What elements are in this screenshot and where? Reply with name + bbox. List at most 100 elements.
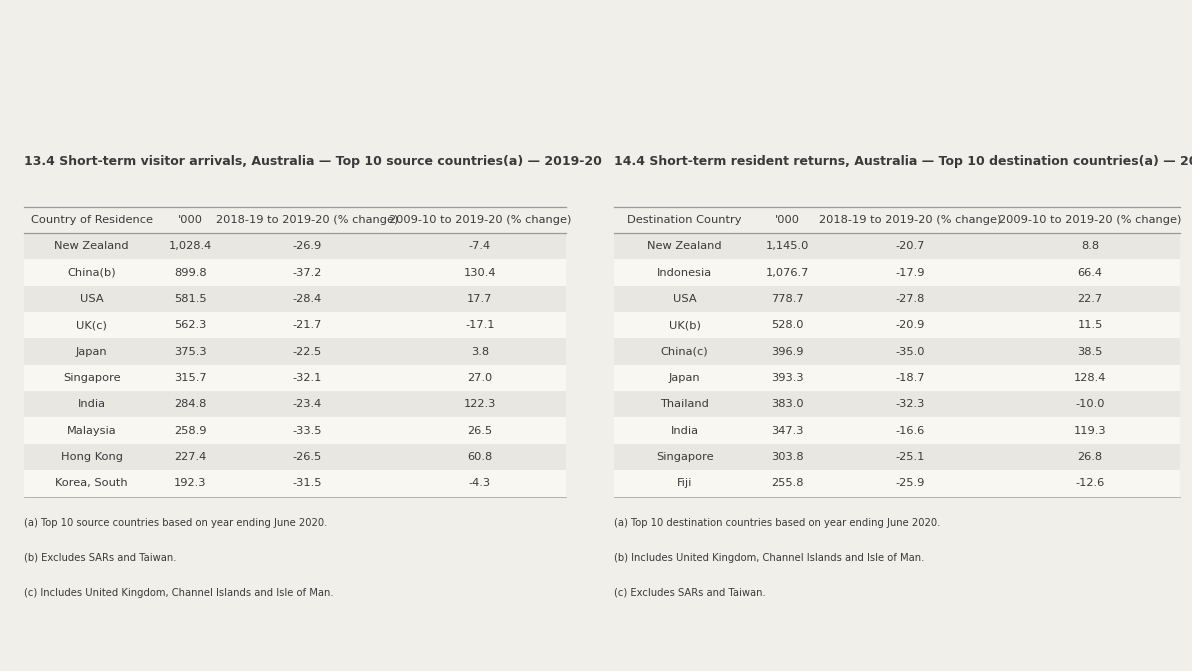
Bar — [24, 260, 566, 286]
Bar — [614, 391, 1180, 417]
Text: -20.9: -20.9 — [895, 320, 925, 330]
Text: 1,145.0: 1,145.0 — [766, 241, 809, 251]
Text: 17.7: 17.7 — [467, 294, 492, 304]
Text: -4.3: -4.3 — [468, 478, 491, 488]
Text: 258.9: 258.9 — [174, 425, 206, 435]
Text: India: India — [77, 399, 106, 409]
Bar — [24, 286, 566, 312]
Text: -23.4: -23.4 — [293, 399, 322, 409]
Text: 26.5: 26.5 — [467, 425, 492, 435]
Text: -32.1: -32.1 — [293, 373, 322, 383]
Text: -17.9: -17.9 — [895, 268, 925, 278]
Bar — [24, 444, 566, 470]
Text: -20.7: -20.7 — [895, 241, 925, 251]
Bar — [24, 338, 566, 365]
Text: -7.4: -7.4 — [468, 241, 491, 251]
Text: 128.4: 128.4 — [1074, 373, 1106, 383]
Text: 778.7: 778.7 — [771, 294, 803, 304]
Text: 2009-10 to 2019-20 (% change): 2009-10 to 2019-20 (% change) — [389, 215, 571, 225]
Bar — [614, 470, 1180, 497]
Text: Destination Country: Destination Country — [627, 215, 741, 225]
Text: 8.8: 8.8 — [1081, 241, 1099, 251]
Text: China(b): China(b) — [67, 268, 116, 278]
Text: UK(b): UK(b) — [669, 320, 701, 330]
Text: Country of Residence: Country of Residence — [31, 215, 153, 225]
Text: 14.4 Short-term resident returns, Australia — Top 10 destination countries(a) — : 14.4 Short-term resident returns, Austra… — [614, 154, 1192, 168]
Text: -25.1: -25.1 — [895, 452, 925, 462]
Bar — [24, 365, 566, 391]
Text: -31.5: -31.5 — [292, 478, 322, 488]
Text: 27.0: 27.0 — [467, 373, 492, 383]
Bar — [24, 312, 566, 338]
Text: -27.8: -27.8 — [895, 294, 925, 304]
Text: Indonesia: Indonesia — [657, 268, 712, 278]
Text: 315.7: 315.7 — [174, 373, 206, 383]
Text: -33.5: -33.5 — [292, 425, 322, 435]
Text: 303.8: 303.8 — [771, 452, 803, 462]
Bar — [614, 365, 1180, 391]
Text: -21.7: -21.7 — [293, 320, 322, 330]
Text: 255.8: 255.8 — [771, 478, 803, 488]
Text: 60.8: 60.8 — [467, 452, 492, 462]
Bar — [24, 470, 566, 497]
Text: 192.3: 192.3 — [174, 478, 206, 488]
Bar — [24, 417, 566, 444]
Text: -26.5: -26.5 — [293, 452, 322, 462]
Text: China(c): China(c) — [660, 347, 708, 356]
Text: 899.8: 899.8 — [174, 268, 206, 278]
Text: -10.0: -10.0 — [1075, 399, 1105, 409]
Text: 3.8: 3.8 — [471, 347, 489, 356]
Text: 227.4: 227.4 — [174, 452, 206, 462]
Text: 2018-19 to 2019-20 (% change): 2018-19 to 2019-20 (% change) — [819, 215, 1001, 225]
Text: -22.5: -22.5 — [293, 347, 322, 356]
Bar — [614, 286, 1180, 312]
Text: 2009-10 to 2019-20 (% change): 2009-10 to 2019-20 (% change) — [999, 215, 1181, 225]
Text: 375.3: 375.3 — [174, 347, 206, 356]
Text: 22.7: 22.7 — [1078, 294, 1103, 304]
Bar — [614, 233, 1180, 260]
Text: New Zealand: New Zealand — [55, 241, 129, 251]
Text: Thailand: Thailand — [660, 399, 709, 409]
Text: (b) Includes United Kingdom, Channel Islands and Isle of Man.: (b) Includes United Kingdom, Channel Isl… — [614, 553, 924, 563]
Text: 13.4 Short-term visitor arrivals, Australia — Top 10 source countries(a) — 2019-: 13.4 Short-term visitor arrivals, Austra… — [24, 154, 602, 168]
Text: 284.8: 284.8 — [174, 399, 206, 409]
Text: Singapore: Singapore — [63, 373, 120, 383]
Bar — [614, 260, 1180, 286]
Text: 347.3: 347.3 — [771, 425, 803, 435]
Text: USA: USA — [672, 294, 696, 304]
Text: 2018-19 to 2019-20 (% change): 2018-19 to 2019-20 (% change) — [216, 215, 398, 225]
Text: 66.4: 66.4 — [1078, 268, 1103, 278]
Text: 11.5: 11.5 — [1078, 320, 1103, 330]
Text: -28.4: -28.4 — [293, 294, 322, 304]
Text: (c) Excludes SARs and Taiwan.: (c) Excludes SARs and Taiwan. — [614, 588, 765, 598]
Text: (b) Excludes SARs and Taiwan.: (b) Excludes SARs and Taiwan. — [24, 553, 176, 563]
Text: -25.9: -25.9 — [895, 478, 925, 488]
Text: 393.3: 393.3 — [771, 373, 803, 383]
Text: '000: '000 — [775, 215, 800, 225]
Text: (a) Top 10 destination countries based on year ending June 2020.: (a) Top 10 destination countries based o… — [614, 518, 940, 528]
Text: New Zealand: New Zealand — [647, 241, 722, 251]
Text: -17.1: -17.1 — [465, 320, 495, 330]
Text: 562.3: 562.3 — [174, 320, 206, 330]
Text: 383.0: 383.0 — [771, 399, 803, 409]
Text: USA: USA — [80, 294, 104, 304]
Text: 122.3: 122.3 — [464, 399, 496, 409]
Text: 26.8: 26.8 — [1078, 452, 1103, 462]
Text: Hong Kong: Hong Kong — [61, 452, 123, 462]
Text: Malaysia: Malaysia — [67, 425, 117, 435]
Text: -35.0: -35.0 — [895, 347, 925, 356]
Text: -18.7: -18.7 — [895, 373, 925, 383]
Text: 130.4: 130.4 — [464, 268, 496, 278]
Text: -26.9: -26.9 — [293, 241, 322, 251]
Text: -32.3: -32.3 — [895, 399, 925, 409]
Text: -12.6: -12.6 — [1075, 478, 1105, 488]
Text: India: India — [671, 425, 699, 435]
Text: (a) Top 10 source countries based on year ending June 2020.: (a) Top 10 source countries based on yea… — [24, 518, 328, 528]
Bar — [614, 444, 1180, 470]
Text: Japan: Japan — [76, 347, 107, 356]
Text: UK(c): UK(c) — [76, 320, 107, 330]
Text: 38.5: 38.5 — [1078, 347, 1103, 356]
Text: 119.3: 119.3 — [1074, 425, 1106, 435]
Text: Japan: Japan — [669, 373, 701, 383]
Bar — [614, 417, 1180, 444]
